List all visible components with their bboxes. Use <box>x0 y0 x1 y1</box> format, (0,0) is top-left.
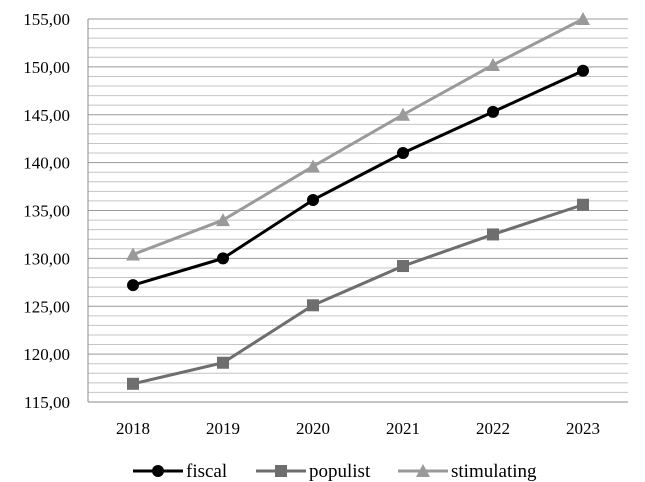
chart-grid <box>88 19 628 402</box>
legend-label: populist <box>309 461 371 482</box>
y-tick-label: 115,00 <box>24 393 70 412</box>
y-tick-label: 150,00 <box>23 58 70 77</box>
x-tick-label: 2020 <box>296 419 330 438</box>
data-point <box>307 299 319 311</box>
legend-item-stimulating: stimulating <box>398 461 537 482</box>
legend-item-populist: populist <box>256 461 371 482</box>
chart-legend: fiscal populist stimulating <box>133 461 537 482</box>
data-point <box>577 199 589 211</box>
y-tick-label: 125,00 <box>23 297 70 316</box>
legend-label: fiscal <box>186 461 227 482</box>
data-point <box>486 58 500 71</box>
data-point <box>306 159 320 172</box>
x-tick-label: 2018 <box>116 419 150 438</box>
data-point <box>397 260 409 272</box>
y-tick-label: 145,00 <box>23 106 70 125</box>
data-point <box>217 357 229 369</box>
y-tick-label: 135,00 <box>23 202 70 221</box>
data-point <box>307 194 319 206</box>
series-line <box>133 19 583 255</box>
data-point <box>275 465 287 477</box>
data-point <box>487 228 499 240</box>
series-populist <box>127 199 589 390</box>
x-tick-label: 2023 <box>566 419 600 438</box>
data-point <box>217 252 229 264</box>
x-tick-label: 2019 <box>206 419 240 438</box>
data-point <box>397 147 409 159</box>
y-tick-label: 120,00 <box>23 345 70 364</box>
data-point <box>487 106 499 118</box>
series-line <box>133 71 583 285</box>
x-axis-tick-labels: 2018 2019 2020 2021 2022 2023 <box>116 419 600 438</box>
data-point <box>127 378 139 390</box>
legend-label: stimulating <box>451 461 537 482</box>
series-fiscal <box>127 65 589 291</box>
legend-item-fiscal: fiscal <box>133 461 227 482</box>
data-point <box>152 465 164 477</box>
y-tick-label: 130,00 <box>23 249 70 268</box>
data-point <box>127 279 139 291</box>
y-tick-label: 155,00 <box>23 10 70 29</box>
y-tick-label: 140,00 <box>23 154 70 173</box>
data-point <box>577 65 589 77</box>
series-line <box>133 205 583 384</box>
x-tick-label: 2021 <box>386 419 420 438</box>
y-axis-tick-labels: 115,00 120,00 125,00 130,00 135,00 140,00 145,… <box>23 10 70 412</box>
series-stimulating <box>126 12 590 261</box>
x-tick-label: 2022 <box>476 419 510 438</box>
